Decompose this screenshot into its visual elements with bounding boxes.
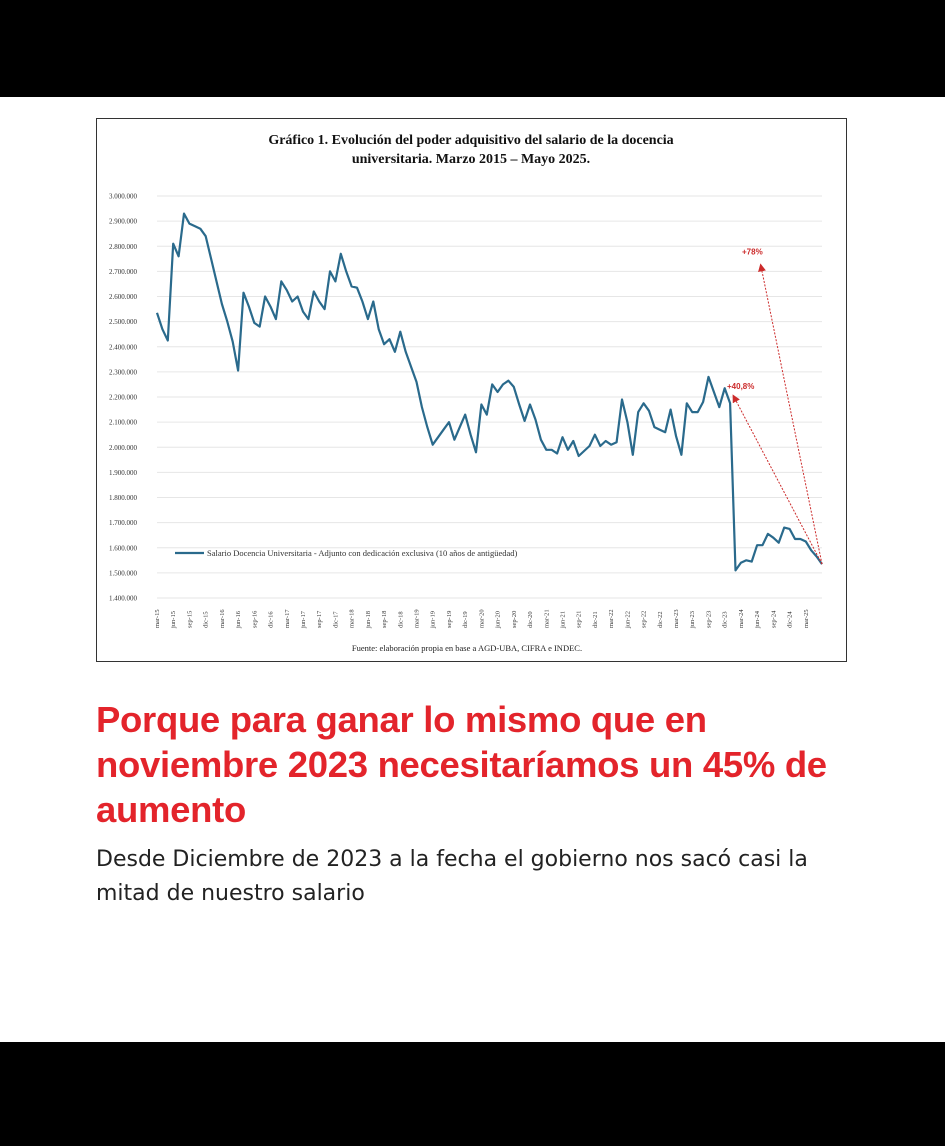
- x-tick-label: mar-18: [349, 609, 356, 628]
- y-tick-label: 1.900.000: [109, 469, 138, 477]
- subtext: Desde Diciembre de 2023 a la fecha el go…: [96, 847, 808, 906]
- chart-title-line-2: universitaria. Marzo 2015 – Mayo 2025.: [352, 152, 590, 167]
- x-tick-label: mar-16: [219, 609, 226, 628]
- x-tick-label: sep-23: [705, 611, 712, 628]
- y-tick-label: 2.400.000: [109, 343, 138, 351]
- x-tick-label: mar-20: [478, 609, 485, 628]
- x-tick-label: dic-16: [268, 611, 275, 628]
- x-tick-label: mar-19: [414, 609, 421, 628]
- y-tick-label: 2.000.000: [109, 444, 138, 452]
- x-tick-label: sep-19: [446, 611, 453, 628]
- x-tick-label: jun-18: [365, 611, 372, 629]
- y-tick-label: 1.600.000: [109, 544, 138, 552]
- x-tick-label: jun-19: [430, 611, 437, 629]
- legend-label: Salario Docencia Universitaria - Adjunto…: [207, 548, 518, 558]
- x-tick-label: jun-15: [170, 611, 177, 629]
- x-tick-label: dic-18: [397, 611, 404, 628]
- y-tick-label: 2.900.000: [109, 218, 138, 226]
- x-tick-label: mar-17: [284, 609, 291, 628]
- y-tick-label: 2.500.000: [109, 318, 138, 326]
- y-tick-label: 2.100.000: [109, 419, 138, 427]
- y-tick-label: 2.600.000: [109, 293, 138, 301]
- x-tick-label: dic-20: [527, 611, 534, 628]
- x-tick-label: jun-22: [624, 611, 631, 629]
- y-tick-label: 2.300.000: [109, 368, 138, 376]
- x-tick-label: dic-24: [787, 611, 794, 628]
- y-axis-ticks: 1.400.000 1.500.000 1.600.000 1.700.000 1.80…: [109, 193, 138, 603]
- x-tick-label: mar-22: [608, 609, 615, 628]
- y-tick-label: 2.800.000: [109, 243, 138, 251]
- x-tick-label: dic-22: [657, 611, 664, 628]
- x-tick-label: mar-15: [154, 609, 161, 628]
- x-tick-label: jun-24: [754, 610, 761, 629]
- bottom-black-bar: [0, 1042, 945, 1146]
- headline: Porque para ganar lo mismo que en noviem…: [96, 699, 827, 830]
- y-tick-label: 2.700.000: [109, 268, 138, 276]
- top-black-bar: [0, 0, 945, 97]
- x-tick-label: jun-17: [300, 610, 307, 629]
- chart-frame: Gráfico 1. Evolución del poder adquisiti…: [96, 118, 847, 662]
- x-axis-ticks: mar-15 jun-15 sep-15 dic-15 mar-16 jun-16 sep-…: [154, 609, 810, 629]
- annotation-label-1: +40,8%: [727, 382, 754, 391]
- x-tick-label: sep-22: [641, 611, 648, 628]
- x-tick-label: sep-17: [316, 610, 323, 628]
- arrow-annotation-2: [758, 263, 823, 565]
- series-line-salario: [155, 212, 823, 572]
- x-tick-label: dic-19: [462, 611, 469, 628]
- y-tick-label: 1.700.000: [109, 519, 138, 527]
- x-tick-label: mar-25: [803, 609, 810, 628]
- y-tick-label: 1.500.000: [109, 569, 138, 577]
- x-tick-label: sep-15: [186, 611, 193, 628]
- x-tick-label: jun-21: [559, 611, 566, 629]
- annotations: +40,8% +78%: [727, 247, 823, 565]
- x-tick-label: dic-23: [722, 611, 729, 628]
- y-tick-label: 1.800.000: [109, 494, 138, 502]
- x-tick-label: jun-20: [495, 611, 502, 629]
- x-tick-label: sep-16: [251, 610, 258, 628]
- x-tick-label: mar-24: [738, 609, 745, 628]
- y-tick-label: 3.000.000: [109, 193, 138, 201]
- x-tick-label: mar-21: [543, 609, 550, 628]
- x-tick-label: dic-21: [592, 611, 599, 628]
- legend: Salario Docencia Universitaria - Adjunto…: [175, 548, 518, 558]
- x-tick-label: sep-18: [381, 611, 388, 628]
- chart-svg: Gráfico 1. Evolución del poder adquisiti…: [109, 133, 823, 653]
- y-tick-label: 2.200.000: [109, 394, 138, 402]
- y-tick-label: 1.400.000: [109, 595, 138, 603]
- x-tick-label: jun-23: [689, 611, 696, 629]
- x-tick-label: sep-24: [770, 610, 777, 628]
- chart-title-line-1: Gráfico 1. Evolución del poder adquisiti…: [268, 133, 673, 148]
- post-card: Gráfico 1. Evolución del poder adquisiti…: [0, 97, 945, 1042]
- chart-source: Fuente: elaboración propia en base a AGD…: [352, 643, 582, 653]
- x-tick-label: jun-16: [235, 610, 242, 629]
- annotation-label-2: +78%: [742, 247, 763, 256]
- x-tick-label: dic-15: [203, 611, 210, 628]
- gridlines: [157, 195, 822, 599]
- x-tick-label: sep-21: [576, 611, 583, 628]
- x-tick-label: mar-23: [673, 609, 680, 628]
- x-tick-label: dic-17: [332, 611, 339, 628]
- x-tick-label: sep-20: [511, 611, 518, 628]
